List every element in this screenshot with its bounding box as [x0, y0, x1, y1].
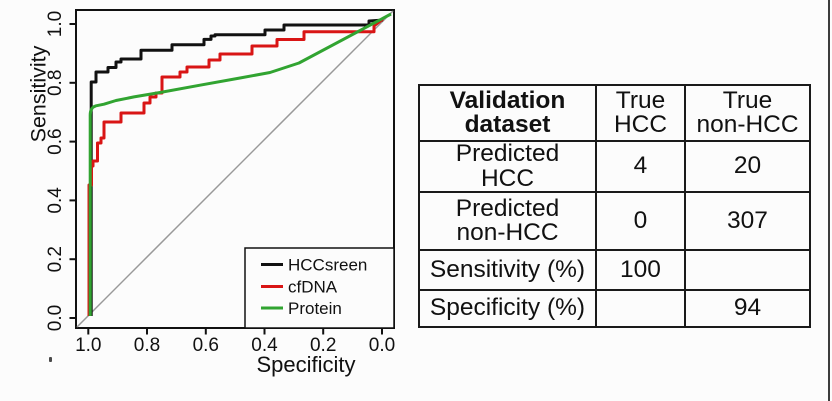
svg-text:0.4: 0.4 — [251, 335, 278, 356]
svg-text:0.0: 0.0 — [369, 335, 395, 356]
svg-text:0.2: 0.2 — [45, 246, 66, 272]
svg-text:Specificity: Specificity — [256, 352, 355, 377]
svg-text:1.0: 1.0 — [45, 11, 66, 37]
svg-text:HCCsreen: HCCsreen — [288, 256, 367, 275]
svg-text:Sensitivity: Sensitivity — [27, 45, 51, 142]
svg-text:0.2: 0.2 — [310, 335, 336, 356]
svg-text:0.4: 0.4 — [45, 187, 66, 214]
svg-text:1.0: 1.0 — [75, 335, 101, 356]
svg-text:Protein: Protein — [288, 299, 342, 318]
svg-text:0.0: 0.0 — [45, 305, 66, 331]
svg-text:0.8: 0.8 — [134, 335, 160, 356]
svg-text:0.6: 0.6 — [45, 128, 66, 154]
svg-text:cfDNA: cfDNA — [288, 278, 338, 297]
svg-text:0.8: 0.8 — [45, 70, 66, 96]
svg-text:0.6: 0.6 — [193, 335, 219, 356]
